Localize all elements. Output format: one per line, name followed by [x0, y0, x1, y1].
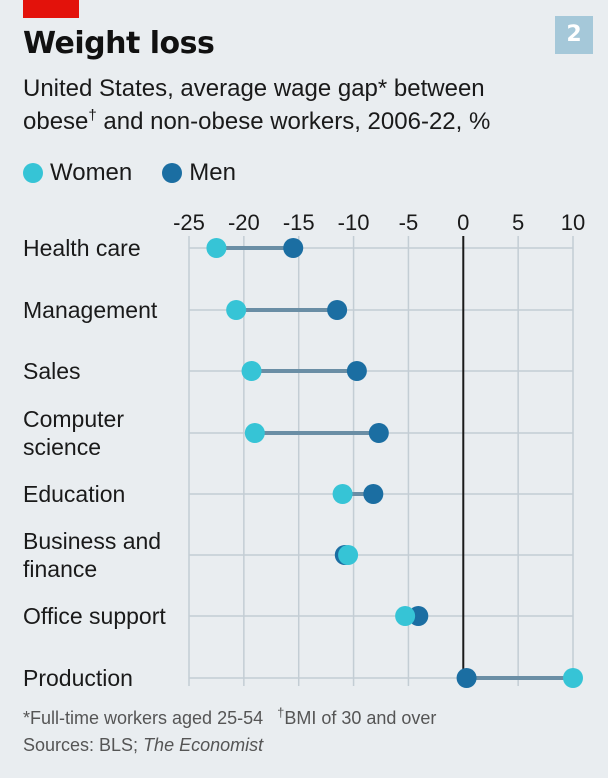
men-point — [363, 484, 384, 504]
footnote-workers: *Full-time workers aged 25-54 — [23, 708, 264, 728]
category-label: Business and — [23, 528, 161, 554]
legend-label-men: Men — [189, 159, 236, 186]
legend: Women Men — [23, 158, 266, 188]
chart-number-badge: 2 — [555, 16, 593, 54]
category-label: Office support — [23, 603, 166, 629]
subtitle-dagger: † — [88, 107, 97, 124]
footnote-line: *Full-time workers aged 25-54 †BMI of 30 … — [23, 705, 436, 732]
legend-item-men: Men — [162, 159, 236, 187]
x-tick-label: -20 — [228, 210, 260, 235]
subtitle-text-start: United States, average wage gap* between… — [23, 75, 485, 135]
category-label: science — [23, 434, 101, 460]
x-tick-label: -15 — [283, 210, 315, 235]
subtitle-text-end: and non-obese workers, 2006-22, % — [96, 108, 491, 135]
chart-subtitle: United States, average wage gap* between… — [23, 72, 543, 138]
category-label: Production — [23, 665, 133, 691]
women-point — [241, 361, 262, 381]
brand-red-tag — [23, 0, 79, 18]
legend-swatch-women — [23, 163, 43, 183]
women-point — [332, 484, 353, 504]
x-tick-label: 10 — [561, 210, 585, 235]
category-label: Computer — [23, 406, 124, 432]
women-point — [563, 668, 583, 688]
women-point — [226, 300, 247, 320]
sources-prefix: Sources: BLS; — [23, 735, 144, 755]
women-point — [338, 545, 359, 565]
footnote-dagger: † — [277, 705, 285, 720]
x-tick-label: -5 — [399, 210, 419, 235]
category-label: Management — [23, 297, 158, 323]
men-point — [283, 238, 304, 258]
x-tick-label: -25 — [173, 210, 205, 235]
men-point — [346, 361, 367, 381]
x-tick-label: -10 — [338, 210, 370, 235]
legend-swatch-men — [162, 163, 183, 183]
women-point — [206, 238, 227, 258]
footnote-bmi: BMI of 30 and over — [284, 708, 437, 728]
category-label: finance — [23, 556, 97, 582]
category-label: Sales — [23, 358, 81, 384]
legend-label-women: Women — [50, 159, 133, 186]
men-point — [456, 668, 477, 688]
men-point — [368, 423, 389, 443]
sources-italic: The Economist — [143, 735, 264, 755]
x-tick-label: 0 — [457, 210, 469, 235]
footnotes: *Full-time workers aged 25-54 †BMI of 30 … — [23, 705, 436, 759]
category-label: Health care — [23, 235, 141, 261]
women-point — [395, 606, 416, 626]
sources-line: Sources: BLS; The Economist — [23, 732, 436, 759]
category-label: Education — [23, 481, 125, 507]
x-tick-label: 5 — [512, 210, 524, 235]
men-point — [327, 300, 348, 320]
women-point — [244, 423, 265, 443]
chart-title: Weight loss — [23, 26, 215, 61]
legend-item-women: Women — [23, 159, 132, 187]
